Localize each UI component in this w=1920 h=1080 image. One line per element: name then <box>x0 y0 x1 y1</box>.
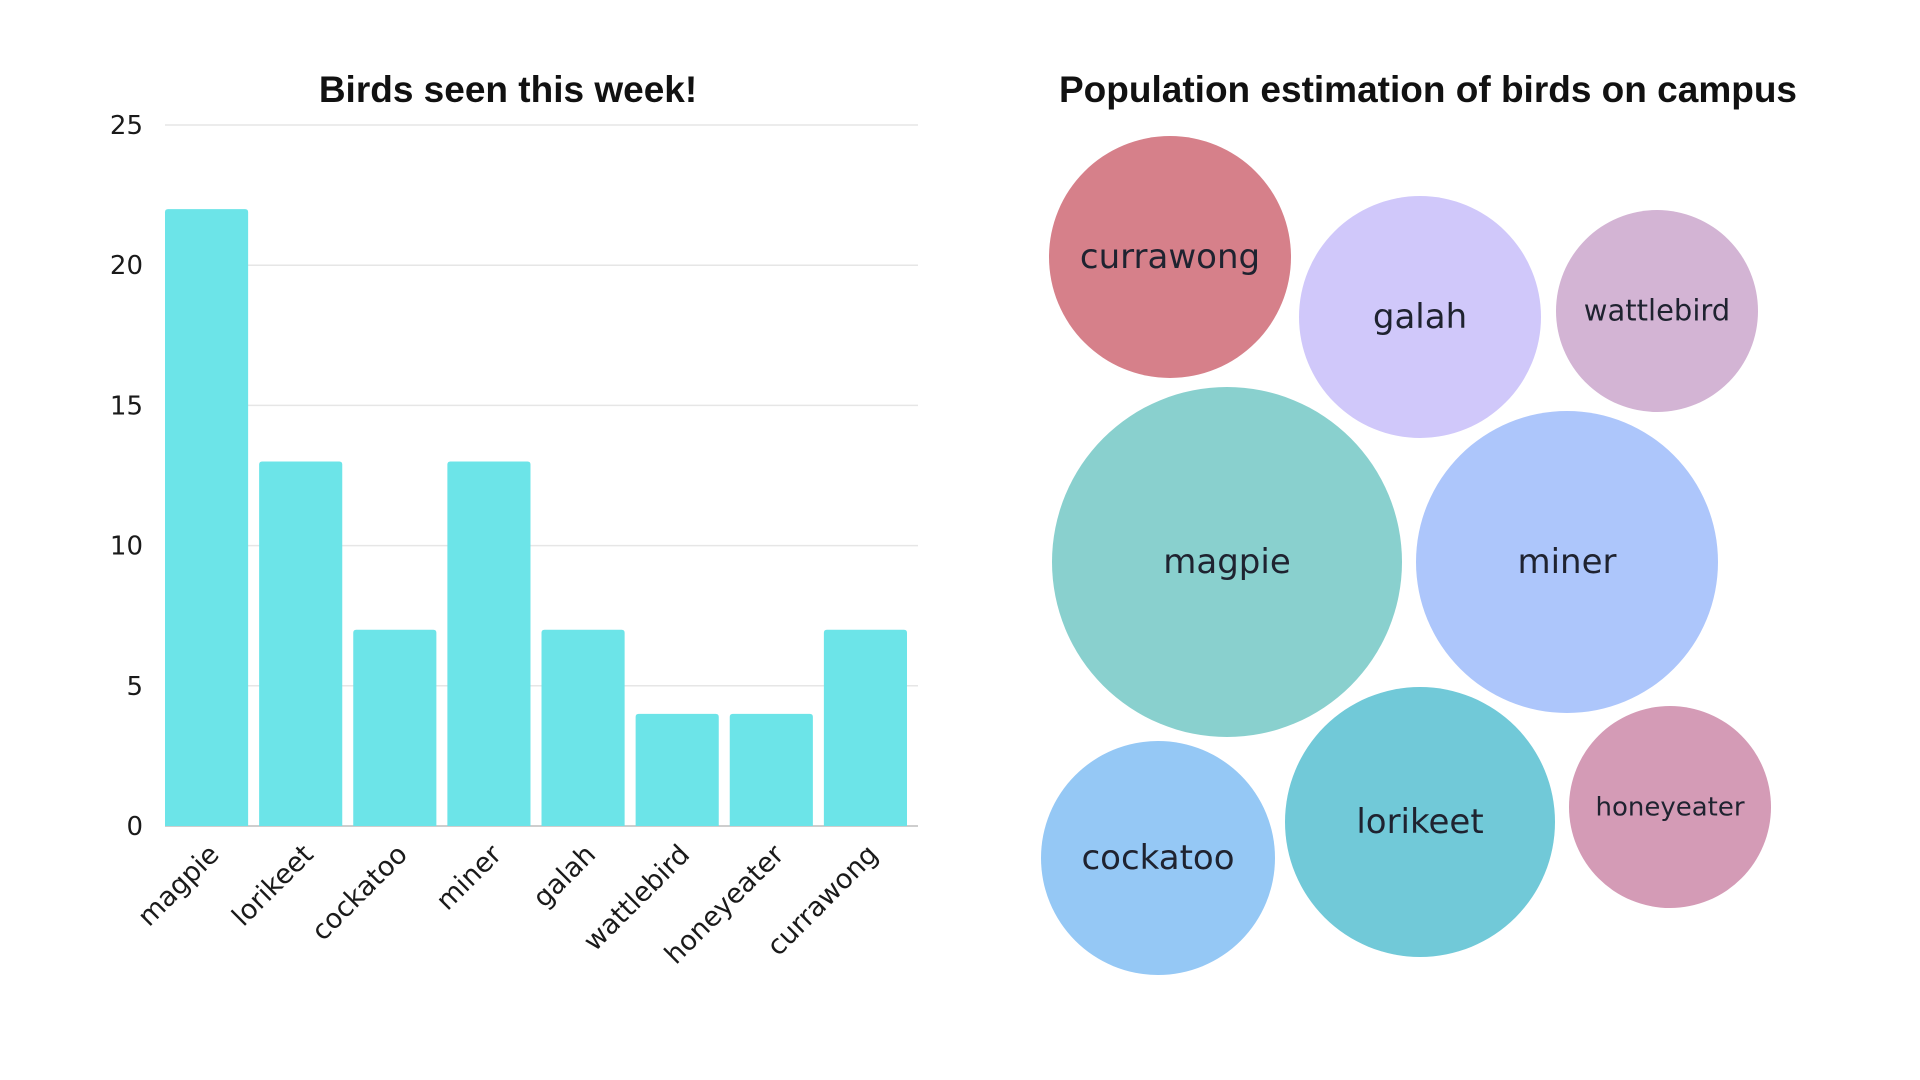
bubble-honeyeater: honeyeater <box>1569 706 1771 908</box>
bubbles: currawong galah wattlebird magpie miner cocka… <box>1041 136 1771 975</box>
bubble-label: miner <box>1517 542 1616 582</box>
x-tick-label: miner <box>430 838 508 916</box>
bars <box>165 209 907 826</box>
bubble-cockatoo: cockatoo <box>1041 741 1275 975</box>
bubble-currawong: currawong <box>1049 136 1291 378</box>
bar-honeyeater <box>729 713 813 826</box>
bubble-label: magpie <box>1163 542 1290 582</box>
x-tick-label: lorikeet <box>226 839 319 932</box>
bar-cockatoo <box>353 629 437 826</box>
bubble-label: galah <box>1373 297 1467 337</box>
bubble-label: cockatoo <box>1081 838 1234 878</box>
y-tick-label: 5 <box>126 672 143 702</box>
x-tick-label: cockatoo <box>306 839 414 947</box>
bar-currawong <box>823 629 907 826</box>
bubble-circle <box>1416 411 1718 713</box>
bubble-label: wattlebird <box>1584 294 1730 328</box>
y-tick-label: 25 <box>110 111 143 141</box>
bubble-miner: miner <box>1416 411 1718 713</box>
y-tick-label: 20 <box>110 251 143 281</box>
bubble-chart-title: Population estimation of birds on campus <box>1059 69 1797 110</box>
bubble-label: honeyeater <box>1595 793 1744 823</box>
bubble-circle <box>1285 687 1555 957</box>
bubble-lorikeet: lorikeet <box>1285 687 1555 957</box>
bubble-galah: galah <box>1299 196 1541 438</box>
bar-chart-title: Birds seen this week! <box>319 69 697 110</box>
bubble-label: currawong <box>1080 237 1260 277</box>
x-tick-label: magpie <box>132 839 226 933</box>
bubble-circle <box>1052 387 1402 737</box>
bubble-circle <box>1569 706 1771 908</box>
y-axis-ticks: 0 5 10 15 20 25 <box>110 111 143 842</box>
y-tick-label: 0 <box>126 812 143 842</box>
x-tick-label: galah <box>527 839 602 914</box>
bar-galah <box>541 629 625 826</box>
y-tick-label: 10 <box>110 532 143 562</box>
bar-lorikeet <box>259 461 343 826</box>
bar-miner <box>447 461 531 826</box>
bubble-chart: Population estimation of birds on campus… <box>1041 69 1797 975</box>
bubble-magpie: magpie <box>1052 387 1402 737</box>
bar-chart: Birds seen this week! 0 5 10 15 20 25 magpie l… <box>110 69 918 970</box>
y-tick-label: 15 <box>110 391 143 421</box>
bar-magpie <box>165 209 249 826</box>
bubble-circle <box>1049 136 1291 378</box>
bubble-circle <box>1299 196 1541 438</box>
bar-wattlebird <box>635 713 719 826</box>
bubble-wattlebird: wattlebird <box>1556 210 1758 412</box>
bubble-label: lorikeet <box>1356 802 1483 842</box>
bubble-circle <box>1556 210 1758 412</box>
bubble-circle <box>1041 741 1275 975</box>
